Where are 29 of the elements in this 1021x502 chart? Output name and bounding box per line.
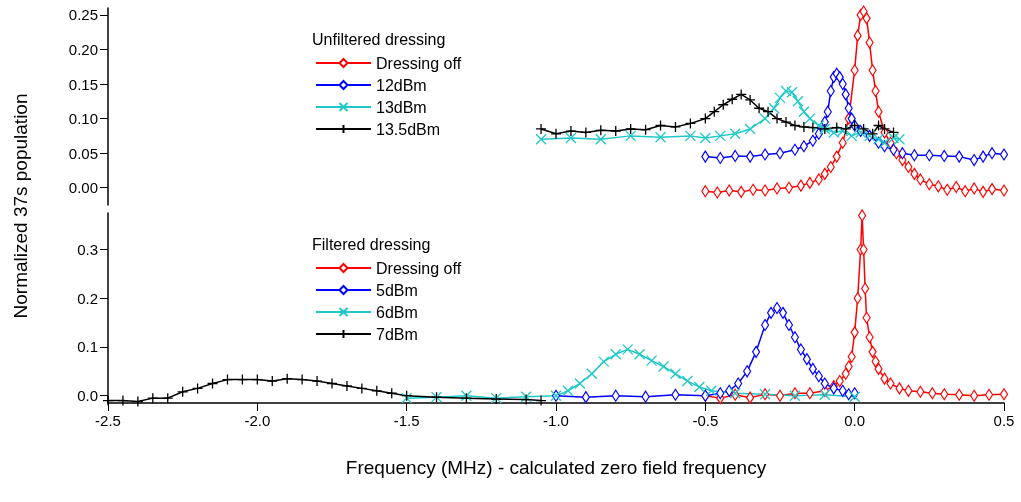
y-tick-label: 0.15 (68, 75, 98, 93)
y-tick-label: 0.10 (68, 110, 98, 128)
y-tick-label: 0.1 (77, 338, 98, 356)
legend-label: 13dBm (376, 98, 427, 116)
y-tick-label: 0.20 (68, 40, 98, 58)
legend-label: 7dBm (376, 325, 418, 343)
y-axis-title: Normalized 37s population (10, 93, 32, 318)
legend-title: Filtered dressing (312, 235, 431, 253)
y-tick-label: 0.25 (68, 6, 98, 24)
y-tick-label: 0.00 (68, 179, 98, 197)
x-tick-label: -2.5 (95, 412, 121, 429)
y-tick-label: 0.2 (77, 289, 98, 307)
x-tick-label: 0.5 (993, 412, 1015, 429)
y-tick-label: 0.05 (68, 144, 98, 162)
y-tick-label: 0.0 (77, 387, 98, 405)
legend-title: Unfiltered dressing (312, 30, 446, 48)
x-tick-label: 0.0 (844, 412, 866, 429)
x-tick-label: -2.0 (244, 412, 271, 429)
legend-label: 5dBm (376, 281, 418, 299)
legend-label: Dressing off (376, 259, 462, 277)
x-tick-label: -1.0 (543, 412, 569, 429)
legend-label: Dressing off (376, 54, 462, 72)
x-tick-label: -0.5 (692, 412, 719, 429)
legend-label: 12dBm (376, 76, 427, 94)
legend-label: 13.5dBm (376, 120, 441, 138)
x-tick-label: -1.5 (393, 412, 420, 429)
y-tick-label: 0.3 (77, 241, 98, 259)
x-axis-title: Frequency (MHz) - calculated zero field frequency (345, 457, 767, 478)
legend-label: 6dBm (376, 303, 418, 321)
